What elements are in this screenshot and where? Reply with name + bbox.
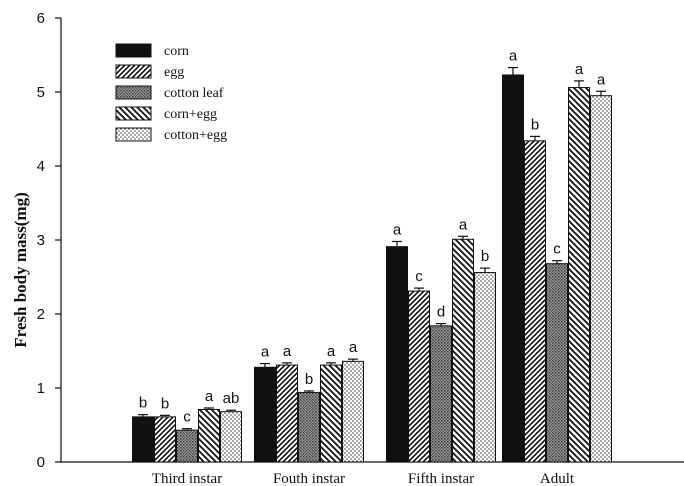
significance-letter: a [349, 339, 358, 356]
significance-letter: b [531, 116, 539, 133]
significance-letter: ab [223, 390, 240, 407]
legend-swatch [115, 106, 152, 121]
significance-letter: a [327, 343, 336, 360]
significance-letter: b [161, 395, 169, 412]
significance-letter: a [575, 61, 584, 78]
bar [452, 238, 474, 463]
significance-letter: b [139, 395, 147, 412]
bar [568, 87, 590, 463]
significance-letter: a [393, 221, 402, 238]
legend-label: corn+egg [164, 107, 217, 122]
legend-swatch [115, 127, 152, 142]
bar [430, 325, 452, 463]
x-tick-label: Fifth instar [408, 471, 474, 486]
y-tick-label: 4 [37, 158, 45, 175]
bar [408, 290, 430, 463]
significance-letter: c [183, 409, 191, 426]
y-tick-label: 5 [37, 84, 45, 101]
significance-letter: a [283, 343, 292, 360]
x-tick-label: Adult [540, 471, 575, 486]
significance-letter: a [261, 344, 270, 361]
y-axis-label: Fresh body mass(mg) [11, 192, 30, 348]
legend-label: cotton leaf [164, 86, 224, 101]
legend-swatch [115, 43, 152, 58]
significance-letter: a [509, 48, 518, 65]
bar [320, 364, 342, 463]
x-tick-label: Third instar [152, 471, 222, 486]
bar [342, 360, 364, 463]
significance-letter: d [437, 304, 445, 321]
y-tick-label: 1 [37, 380, 45, 397]
bar [198, 408, 220, 463]
y-tick-label: 2 [37, 306, 45, 323]
legend-swatch [115, 85, 152, 100]
bar [154, 416, 176, 463]
y-tick-label: 3 [37, 232, 45, 249]
significance-letter: c [415, 268, 423, 285]
significance-letter: c [553, 241, 561, 258]
bar [474, 272, 496, 463]
significance-letter: a [597, 71, 606, 88]
y-tick-label: 0 [37, 454, 45, 471]
legend-label: cotton+egg [164, 128, 227, 143]
significance-letter: a [205, 388, 214, 405]
x-tick-label: Fouth instar [273, 471, 345, 486]
legend: corn egg cotton leaf corn+egg cotton+egg [115, 43, 227, 143]
significance-letter: a [459, 216, 468, 233]
bar [524, 140, 546, 463]
bar [254, 366, 276, 463]
legend-swatch [115, 64, 152, 79]
bar [298, 391, 320, 463]
bar [502, 74, 524, 463]
significance-letter: b [481, 248, 489, 265]
bar [132, 416, 154, 463]
y-tick-label: 6 [37, 10, 45, 27]
bar [276, 364, 298, 463]
bar [220, 411, 242, 463]
x-tick-labels: Third instar Fouth instar Fifth instar Adul… [152, 471, 575, 486]
legend-label: corn [164, 44, 189, 59]
legend-label: egg [164, 65, 184, 80]
y-ticks: 0 1 2 3 4 5 6 [37, 10, 61, 471]
significance-letter: b [305, 371, 313, 388]
bar [546, 263, 568, 463]
bar [386, 246, 408, 463]
bar [176, 429, 198, 463]
bar [590, 95, 612, 463]
